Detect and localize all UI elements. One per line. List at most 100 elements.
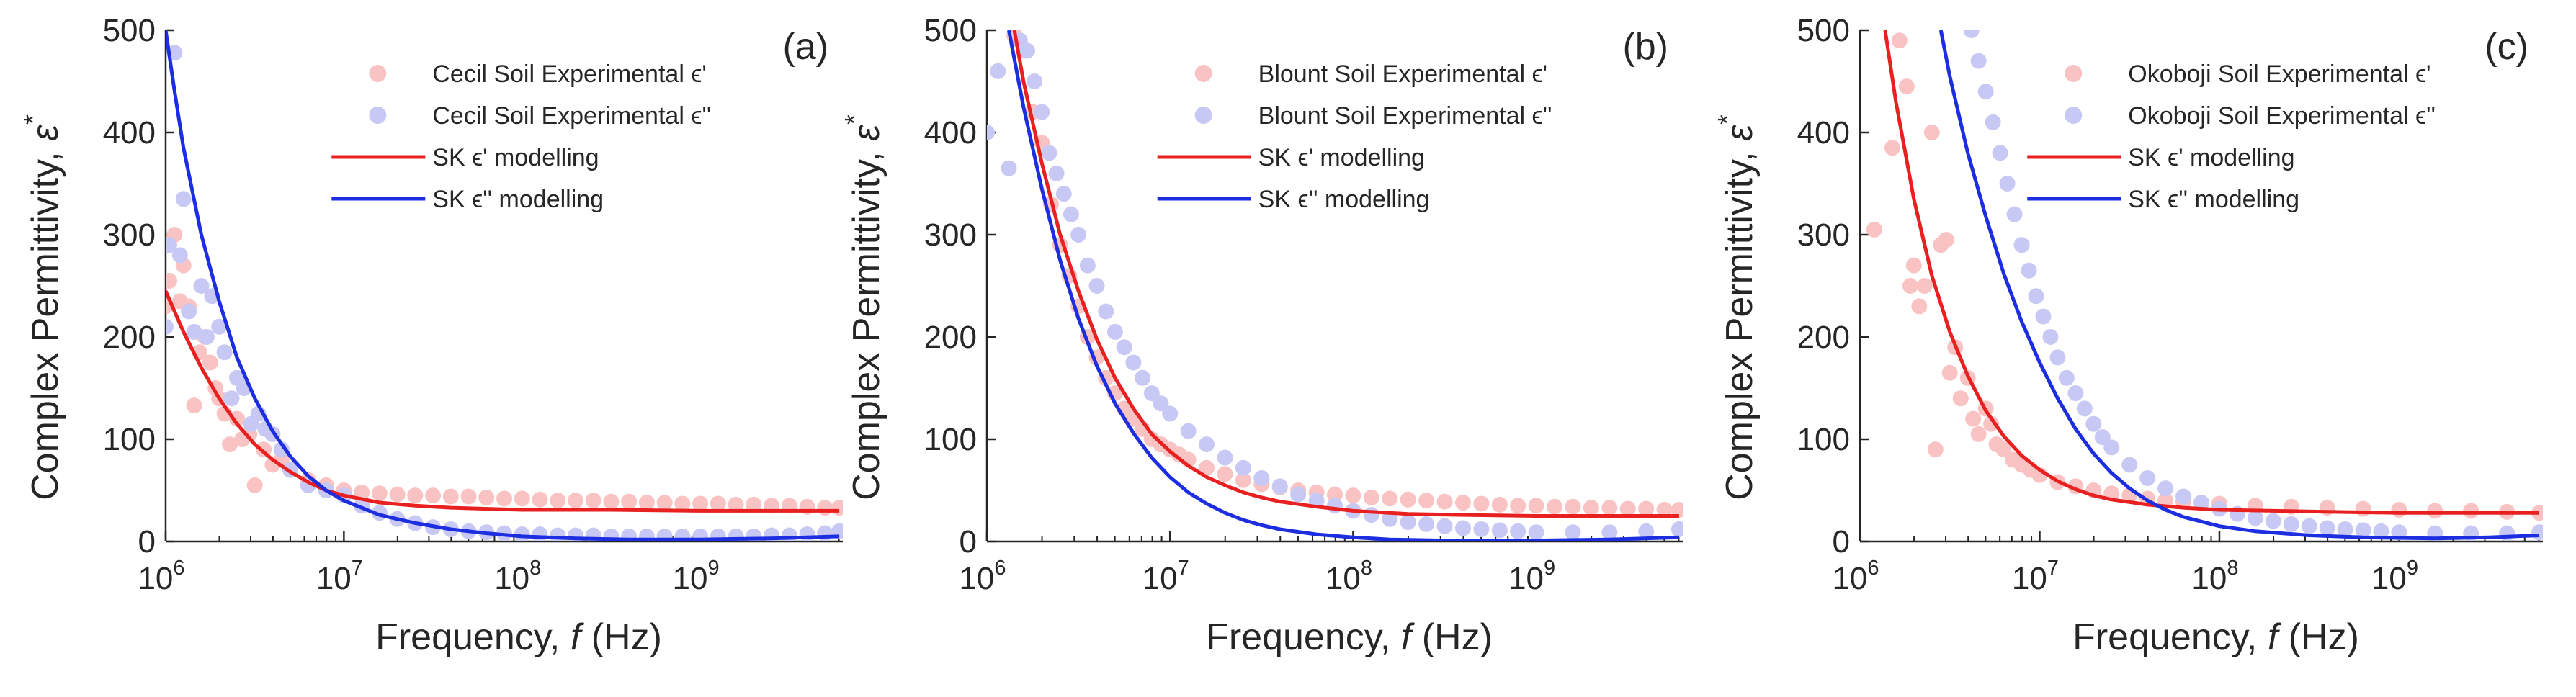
scatter-point [1963,30,1980,38]
y-tick-label: 100 [103,422,156,457]
scatter-point [389,486,406,503]
x-tick-label: 107 [1142,557,1189,596]
scatter-point [1510,523,1526,539]
model-line [166,30,840,541]
legend-marker [369,65,387,82]
y-tick-label: 100 [924,422,977,457]
scatter-point [1905,257,1922,274]
scatter-point [817,500,833,516]
y-tick-label: 500 [924,13,977,48]
scatter-point [1199,459,1215,476]
scatter-point [532,491,548,508]
scatter-point [2355,500,2371,517]
scatter-point [603,493,620,510]
scatter-point [1992,145,2008,161]
scatter-point [496,490,512,507]
scatter-point [2067,385,2084,402]
scatter-point [1528,524,1544,541]
scatter-point [2028,288,2044,305]
scatter-point [1199,436,1215,453]
model-line [1007,30,1679,541]
scatter-point [656,495,673,511]
chart-panel-1: 0 100 200 300 400 500 106 107 108 109 Complex Perm… [18,13,843,658]
scatter-point [1436,518,1453,534]
x-tick-label: 107 [2012,557,2059,596]
scatter-point [1671,501,1683,518]
scatter-point [371,485,388,502]
scatter-point [2319,520,2335,536]
scatter-point [1180,423,1197,439]
scatter-point [442,488,459,505]
scatter-point [1911,298,1928,315]
x-tick-label: 109 [1508,557,1555,596]
scatter-point [781,527,797,541]
scatter-point [166,318,174,335]
scatter-point [550,527,566,541]
scatter-point [1547,498,1563,515]
scatter-point [2035,308,2052,325]
x-tick-label: 109 [2371,557,2418,596]
scatter-point [202,354,218,371]
scatter-point [1619,500,1636,517]
scatter-point [1473,521,1490,537]
plot-area [166,30,843,541]
scatter-point [2013,237,2030,253]
scatter-point [1491,496,1508,513]
panel-label: (c) [2485,26,2528,68]
scatter-point [1116,339,1132,356]
scatter-point [1473,495,1490,512]
scatter-point [1327,486,1343,503]
y-tick-label: 200 [1797,320,1850,355]
panel-label: (a) [782,26,828,68]
legend-marker [1194,107,1212,124]
scatter-point [1217,449,1233,466]
scatter-point [1382,490,1398,507]
scatter-point [728,496,744,513]
scatter-point [2301,518,2317,534]
y-tick-label: 0 [1833,524,1850,559]
scatter-point [2265,513,2281,529]
scatter-point [2355,522,2371,539]
scatter-point [514,490,530,507]
legend-marker [1194,65,1212,82]
scatter-point [2049,349,2066,366]
scatter-point [1671,521,1683,537]
legend-label: SK ϵ' modelling [2128,144,2294,171]
scatter-point [2531,524,2543,541]
scatter-point [1027,73,1043,89]
model-line [1012,30,1679,518]
scatter-point [1436,493,1453,510]
scatter-point [799,526,815,541]
legend-label: Cecil Soil Experimental ϵ'' [432,102,711,130]
y-tick-label: 0 [960,524,977,559]
x-axis-label: Frequency, f (Hz) [2072,616,2359,658]
scatter-point [2058,369,2075,386]
scatter-point [1891,32,1908,49]
scatter-point [550,493,566,509]
x-tick-label: 109 [673,557,720,596]
scatter-point [2499,525,2515,541]
scatter-point [2193,495,2209,511]
scatter-point [1098,303,1114,320]
scatter-point [223,390,240,407]
y-axis-label: Complex Permittivity, ε* [1712,114,1761,500]
scatter-point [2283,516,2299,532]
scatter-point [1253,469,1270,486]
scatter-point [171,247,188,264]
y-tick-label: 500 [103,13,156,48]
scatter-point [1271,478,1288,495]
scatter-point [2175,488,2192,505]
scatter-point [2085,415,2102,432]
scatter-point [175,191,192,207]
scatter-point [1952,390,1969,407]
model-line [1938,30,2540,541]
chart-panel-3: 0 100 200 300 400 500 106 107 108 109 Complex Perm… [1712,13,2543,658]
x-tick-label: 106 [959,557,1006,596]
scatter-point [186,323,202,340]
scatter-point [1528,498,1544,514]
legend-marker [2065,107,2083,124]
scatter-point [2373,523,2389,539]
scatter-point [1902,278,1918,294]
model-line [166,290,840,513]
